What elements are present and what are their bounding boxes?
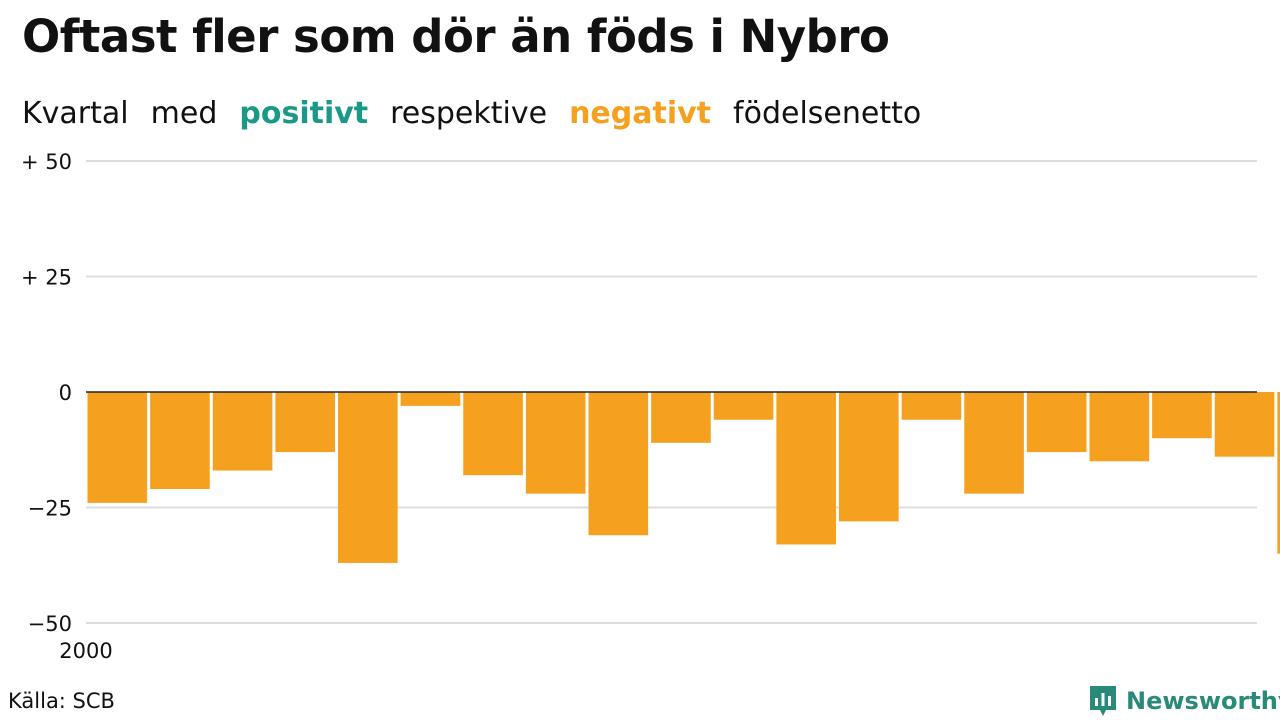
bar-negative xyxy=(651,392,711,443)
bar-negative xyxy=(1026,392,1087,453)
bar-negative xyxy=(1089,392,1150,462)
bar-negative xyxy=(338,392,398,563)
bar-negative xyxy=(713,392,774,420)
legend-positive: positivt xyxy=(239,96,369,131)
bar-negative xyxy=(150,392,210,490)
y-tick-label: + 25 xyxy=(21,266,72,290)
bar-chart: + 50+ 250−25−5020002005201020152020 xyxy=(21,150,1280,663)
bar-negative xyxy=(212,392,273,471)
chart-subtitle: Kvartal med positivt respektive negativt föde… xyxy=(22,96,943,131)
bar-negative xyxy=(776,392,836,545)
source-note: Källa: SCB xyxy=(8,689,115,713)
bar-negative xyxy=(964,392,1024,494)
y-tick-label: 0 xyxy=(59,381,72,405)
y-tick-label: + 50 xyxy=(21,150,72,174)
legend-negative: negativt xyxy=(569,96,712,131)
brand-name: Newsworthy xyxy=(1126,687,1280,715)
bar-negative xyxy=(901,392,962,420)
bar-negative xyxy=(1214,392,1275,457)
subtitle-word: respektive xyxy=(390,96,548,131)
bar-negative xyxy=(839,392,899,522)
bar-negative xyxy=(463,392,523,476)
bar-negative xyxy=(87,392,148,503)
bar-negative xyxy=(1152,392,1212,439)
bar-negative xyxy=(525,392,586,494)
y-tick-label: −50 xyxy=(28,612,72,636)
subtitle-word: med xyxy=(150,96,218,131)
bar-negative xyxy=(1277,392,1280,554)
subtitle-word: Kvartal xyxy=(22,96,129,131)
brand-logo: Newsworthy xyxy=(1088,683,1280,719)
bar-negative xyxy=(588,392,649,536)
newsworthy-logo-icon xyxy=(1090,686,1116,716)
x-tick-label: 2000 xyxy=(59,639,112,663)
bar-negative xyxy=(400,392,461,406)
chart-title: Oftast fler som dör än föds i Nybro xyxy=(22,10,890,63)
subtitle-word: födelsenetto xyxy=(733,96,922,131)
y-tick-label: −25 xyxy=(28,497,72,521)
bar-negative xyxy=(275,392,335,453)
